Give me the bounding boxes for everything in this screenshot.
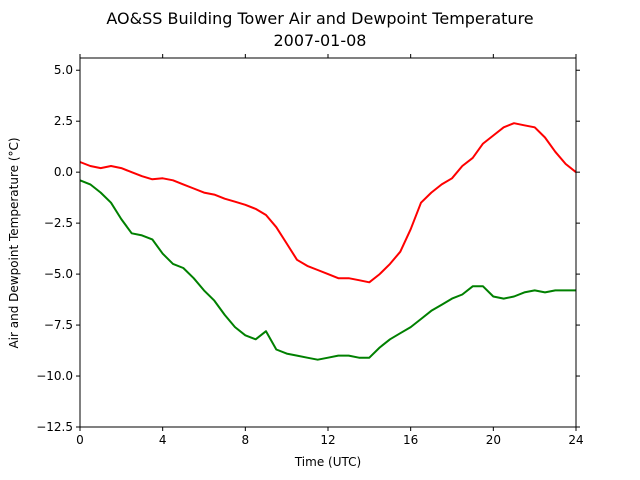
y-tick-label: 2.5 [54,114,73,128]
chart-title: AO&SS Building Tower Air and Dewpoint Te… [106,9,533,28]
x-tick-label: 0 [76,433,84,447]
x-tick-label: 20 [486,433,501,447]
y-tick-label: −10.0 [36,369,73,383]
y-tick-label: −2.5 [44,216,73,230]
y-tick-label: 5.0 [54,63,73,77]
x-tick-label: 24 [568,433,583,447]
x-tick-label: 8 [242,433,250,447]
x-tick-label: 12 [320,433,335,447]
x-tick-label: 4 [159,433,167,447]
series-line-1 [79,179,576,361]
tick-layer: 0 4 8 12 16 20 24 5.0 2.5 0.0 −2.5 −5.0 −7.5 −10.0 −12… [36,54,584,447]
chart-subtitle: 2007-01-08 [274,31,367,50]
series-layer [79,122,577,361]
plot-frame [79,57,577,428]
y-tick-label: −12.5 [36,420,73,434]
y-axis-label: Air and Dewpoint Temperature (°C) [7,137,21,348]
series-line-0 [79,122,577,284]
y-tick-label: −5.0 [44,267,73,281]
x-tick-label: 16 [403,433,418,447]
y-tick-label: 0.0 [54,165,73,179]
x-axis-label: Time (UTC) [294,455,361,469]
y-tick-label: −7.5 [44,318,73,332]
